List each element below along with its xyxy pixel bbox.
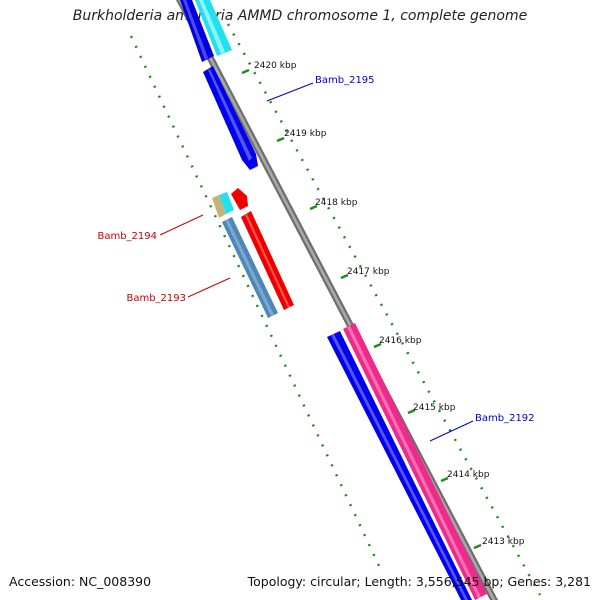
tick-mark-2413	[473, 543, 482, 550]
tick-label-2420: 2420 kbp	[254, 61, 297, 71]
tick-labels: 2420 kbp 2419 kbp 2418 kbp 2417 kbp 2416…	[254, 61, 525, 547]
leader-bamb-2195	[266, 82, 314, 102]
tick-mark-2415	[407, 408, 416, 415]
gene-label-leaders	[159, 82, 474, 442]
gene-label-bamb-2192: Bamb_2192	[475, 413, 535, 424]
tick-label-2415: 2415 kbp	[413, 403, 456, 413]
leader-bamb-2194	[159, 214, 204, 236]
gene-feature-bamb-2194-tan	[212, 195, 226, 218]
gene-features	[180, 0, 487, 600]
leader-bamb-2193	[187, 277, 231, 298]
tick-label-2416: 2416 kbp	[379, 336, 422, 346]
tick-label-2413: 2413 kbp	[482, 537, 525, 547]
gene-label-bamb-2195: Bamb_2195	[315, 75, 375, 86]
gene-label-bamb-2194: Bamb_2194	[97, 231, 157, 242]
tick-mark-2420	[241, 68, 250, 75]
tick-label-2414: 2414 kbp	[447, 470, 490, 480]
gene-labels: Bamb_2195 Bamb_2194 Bamb_2193 Bamb_2192	[97, 75, 534, 424]
gene-label-bamb-2193: Bamb_2193	[126, 293, 186, 304]
gene-feature-bamb-2192-blue	[327, 331, 474, 600]
gene-feature-bamb-2192-white-gap	[340, 329, 475, 600]
summary-text: Topology: circular; Length: 3,556,545 bp…	[247, 574, 591, 589]
tick-mark-2417	[340, 273, 349, 280]
tick-mark-2416	[373, 342, 382, 349]
tick-mark-2419	[276, 136, 285, 143]
tick-mark-2414	[440, 476, 449, 483]
tick-mark-2418	[309, 204, 318, 211]
gene-feature-red-arrow-small	[231, 188, 248, 210]
tick-label-2418: 2418 kbp	[315, 198, 358, 208]
accession-text: Accession: NC_008390	[9, 574, 152, 589]
tick-label-2419: 2419 kbp	[284, 129, 327, 139]
tick-marks	[241, 68, 482, 550]
leader-bamb-2192	[429, 420, 474, 442]
tick-label-2417: 2417 kbp	[347, 267, 390, 277]
gene-feature-bamb-2194-cyan	[219, 192, 234, 214]
